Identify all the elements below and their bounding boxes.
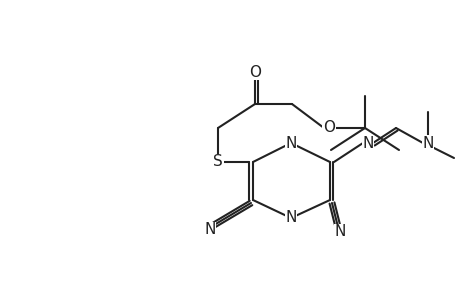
Text: N: N <box>334 224 345 239</box>
Text: N: N <box>285 211 296 226</box>
Text: N: N <box>362 136 373 151</box>
Text: N: N <box>285 136 296 151</box>
Text: O: O <box>248 64 260 80</box>
Text: S: S <box>213 154 223 169</box>
Text: N: N <box>421 136 433 151</box>
Text: O: O <box>322 121 334 136</box>
Text: N: N <box>204 223 215 238</box>
